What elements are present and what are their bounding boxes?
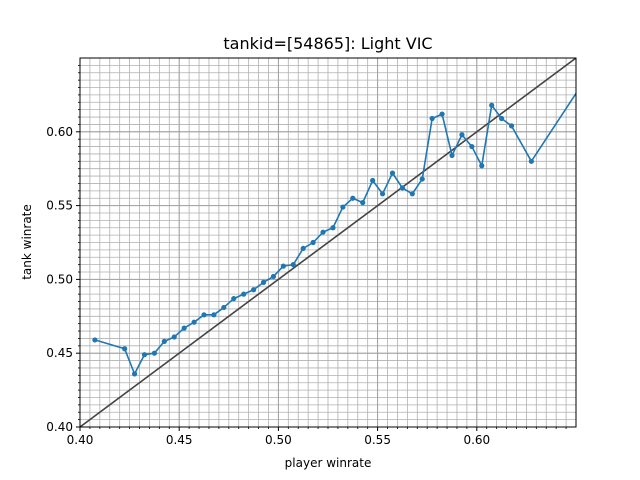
data-point [528, 158, 534, 164]
data-point [459, 132, 465, 138]
x-tick-label: 0.40 [67, 433, 94, 447]
data-point [469, 143, 475, 150]
data-point [122, 346, 128, 352]
data-point [429, 115, 435, 122]
data-point [241, 291, 247, 297]
data-point [181, 325, 187, 331]
data-point [92, 337, 98, 343]
data-point [320, 229, 326, 235]
x-axis: 0.40 0.45 0.50 0.55 0.60 [67, 427, 567, 447]
data-point [419, 176, 425, 182]
x-tick-label: 0.50 [265, 433, 292, 447]
reference-line [80, 58, 576, 427]
data-point [201, 312, 207, 318]
data-point [270, 273, 277, 280]
data-point [260, 279, 267, 285]
y-axis: 0.40 0.45 0.50 0.55 0.60 [46, 64, 80, 434]
data-point [141, 352, 148, 358]
data-point [399, 185, 405, 191]
x-axis-label: player winrate [285, 456, 372, 470]
data-point [379, 191, 386, 197]
data-point [389, 170, 396, 176]
data-point [231, 295, 237, 302]
data-point [310, 239, 316, 246]
data-point [290, 262, 296, 268]
y-tick-label: 0.50 [46, 272, 73, 286]
data-point [409, 191, 415, 197]
data-point [449, 152, 455, 159]
data-point [479, 163, 485, 169]
data-point [489, 102, 495, 108]
x-tick-label: 0.45 [166, 433, 193, 447]
data-point [131, 371, 138, 377]
data-point [280, 263, 286, 269]
data-point [300, 245, 306, 252]
series-line [94, 92, 576, 375]
data-point [191, 319, 197, 325]
y-tick-label: 0.45 [46, 346, 73, 360]
data-point [211, 312, 217, 318]
chart-title: tankid=[54865]: Light VIC [223, 34, 432, 53]
data-point [171, 334, 177, 340]
data-point [251, 287, 257, 293]
data-point [370, 177, 376, 184]
y-tick-label: 0.55 [46, 199, 73, 213]
plot-area [80, 58, 576, 427]
data-point [221, 304, 227, 311]
data-point [439, 111, 445, 117]
y-tick-label: 0.60 [46, 125, 73, 139]
y-tick-label: 0.40 [46, 420, 73, 434]
data-point [360, 200, 366, 206]
data-point [499, 115, 505, 122]
data-point [340, 204, 346, 210]
x-tick-label: 0.60 [463, 433, 490, 447]
x-tick-label: 0.55 [364, 433, 391, 447]
data-point [161, 338, 167, 344]
data-point [508, 123, 515, 129]
y-axis-label: tank winrate [20, 204, 34, 280]
data-point [330, 225, 336, 231]
data-point [350, 195, 356, 201]
data-point [151, 350, 157, 356]
